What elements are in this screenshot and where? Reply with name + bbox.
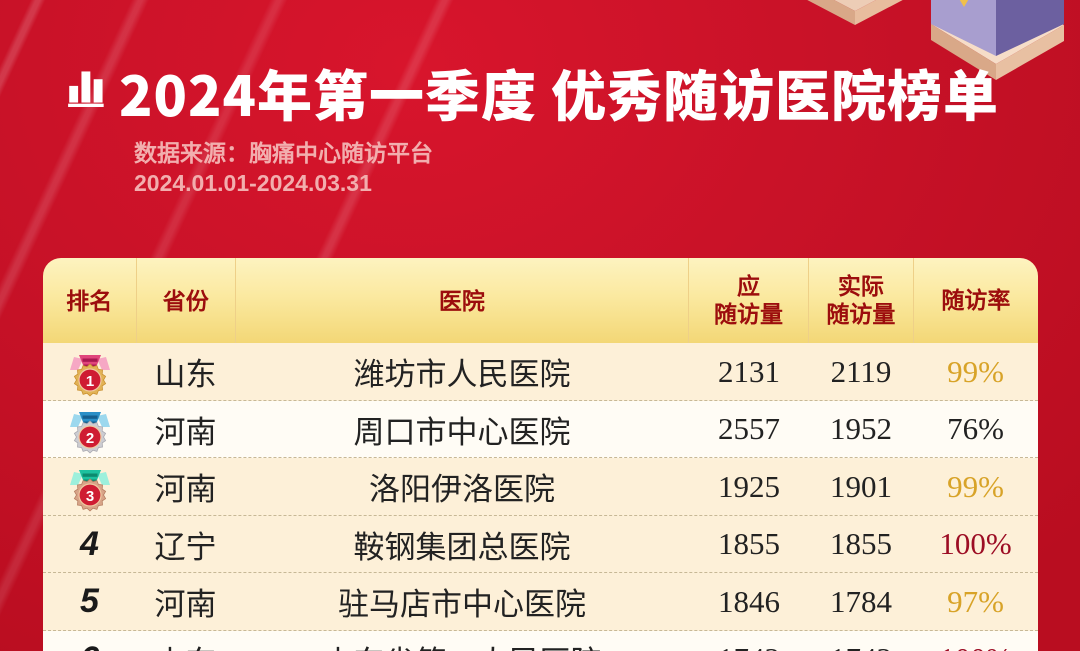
svg-text:1: 1 (85, 373, 93, 390)
svg-text:3: 3 (85, 488, 93, 505)
svg-text:2: 2 (85, 430, 93, 447)
